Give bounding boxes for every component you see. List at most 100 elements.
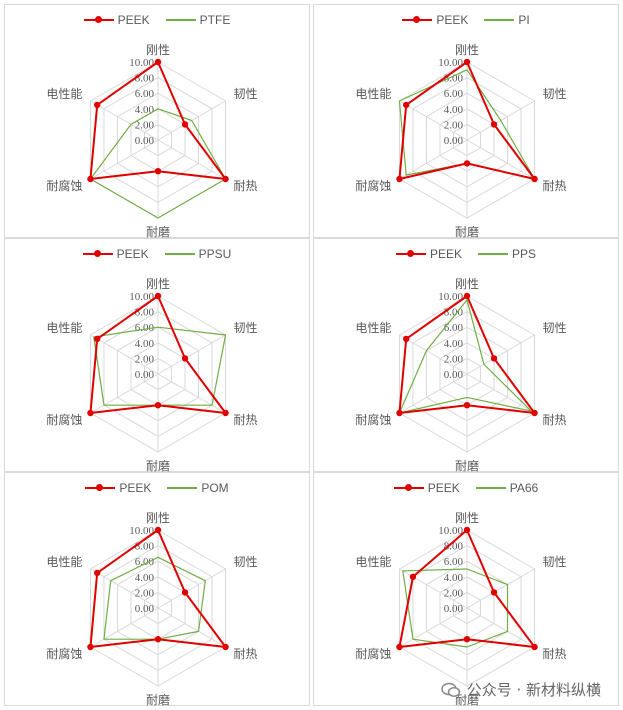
axis-label: 耐腐蚀 — [46, 412, 82, 427]
tick-label: 4.00 — [135, 104, 155, 116]
grid-spoke — [90, 100, 159, 141]
tick-label: 0.00 — [444, 603, 464, 615]
tick-label: 10.00 — [438, 525, 463, 537]
tick-label: 10.00 — [129, 57, 154, 69]
legend: PEEK PTFE — [5, 13, 309, 28]
legend-label: PEEK — [117, 13, 150, 27]
legend: PEEK PI — [314, 13, 618, 28]
data-point — [181, 355, 189, 362]
legend-item: PEEK — [82, 247, 149, 261]
legend-marker — [478, 249, 508, 259]
wechat-icon — [440, 682, 461, 698]
axis-label: 韧性 — [543, 321, 567, 335]
data-point — [531, 409, 538, 417]
tick-label: 4.00 — [444, 104, 464, 116]
data-point — [87, 643, 94, 651]
radar-chart-panel: PEEK PTFE 0.00 2.00 4.00 6.00 8.00 10.00 刚性 韧性 耐热耐… — [4, 4, 310, 239]
radar-chart-panel: PEEK PA66 0.00 2.00 4.00 6.00 8.00 10.00 刚性 韧性 耐热耐… — [313, 472, 619, 707]
axis-label: 电性能 — [46, 321, 82, 335]
data-point — [409, 573, 417, 580]
axis-label: 刚性 — [455, 43, 479, 57]
legend-label: PA66 — [509, 481, 539, 495]
legend-marker — [165, 15, 196, 25]
legend-item: PEEK — [395, 247, 462, 261]
series-line-ptfe — [89, 108, 227, 219]
axis-label: 耐腐蚀 — [46, 646, 82, 661]
axis-label: 耐热 — [234, 413, 258, 427]
data-point — [463, 58, 471, 66]
data-point — [154, 168, 162, 175]
tick-label: 0.00 — [444, 135, 464, 147]
axis-label: 刚性 — [455, 277, 479, 291]
legend-item: PEEK — [85, 481, 151, 495]
axis-label: 耐热 — [543, 413, 567, 427]
axis-label: 耐腐蚀 — [46, 178, 82, 193]
data-point — [87, 175, 94, 183]
axis-label: 刚性 — [146, 43, 170, 57]
radar-chart-panel: PEEK PI 0.00 2.00 4.00 6.00 8.00 10.00 刚性 韧性 耐热 耐磨耐… — [313, 4, 619, 239]
watermark-text: 公众号 · 新材料纵横 — [466, 681, 601, 699]
data-point — [94, 335, 101, 343]
data-point — [94, 569, 101, 577]
axis-label: 耐磨 — [455, 459, 479, 473]
data-point — [531, 175, 538, 183]
legend-label: POM — [201, 481, 229, 495]
legend-item: POM — [167, 481, 229, 495]
tick-label: 6.00 — [444, 556, 464, 568]
legend-label: PTFE — [199, 13, 231, 27]
radar-chart-panel: PEEK PPS 0.00 2.00 4.00 6.00 8.00 10.00 刚性 韧性 耐热 耐磨… — [313, 238, 619, 473]
data-point — [396, 643, 403, 651]
data-point — [181, 589, 189, 596]
axis-label: 刚性 — [455, 511, 479, 525]
axis-label: 耐腐蚀 — [355, 646, 391, 661]
tick-label: 0.00 — [135, 603, 155, 615]
tick-label: 4.00 — [135, 572, 155, 584]
tick-label: 10.00 — [129, 291, 154, 303]
grid-spoke — [90, 139, 159, 180]
legend-label: PEEK — [429, 247, 462, 261]
legend-marker — [82, 249, 113, 259]
axis-label: 耐热 — [234, 647, 258, 661]
axis-label: 电性能 — [355, 321, 391, 335]
axis-label: 韧性 — [234, 87, 258, 101]
legend-item: PA66 — [475, 481, 539, 495]
legend-marker — [164, 249, 195, 259]
data-point — [94, 101, 101, 109]
tick-label: 10.00 — [129, 525, 154, 537]
tick-label: 2.00 — [444, 119, 464, 131]
watermark: 公众号 · 新材料纵横 — [440, 679, 601, 700]
axis-label: 电性能 — [46, 555, 82, 569]
tick-label: 8.00 — [135, 307, 155, 319]
grid-spoke — [399, 139, 468, 180]
legend: PEEK PPSU — [5, 247, 309, 262]
axis-label: 耐磨 — [146, 693, 170, 707]
legend-marker — [85, 483, 116, 493]
grid-spoke — [90, 373, 159, 414]
grid-spoke — [90, 568, 159, 609]
grid-spoke — [157, 607, 226, 648]
legend-item: PTFE — [165, 13, 231, 27]
data-point — [87, 409, 94, 417]
tick-label: 0.00 — [135, 135, 155, 147]
grid-spoke — [399, 607, 468, 648]
radar-chart-panel: PEEK PPSU 0.00 2.00 4.00 6.00 8.00 10.00 刚性 韧性 耐热耐… — [4, 238, 310, 473]
grid-spoke — [90, 607, 159, 648]
grid-spoke — [466, 334, 535, 375]
tick-label: 8.00 — [135, 73, 155, 85]
tick-label: 4.00 — [135, 338, 155, 350]
tick-label: 2.00 — [444, 353, 464, 365]
axis-label: 韧性 — [234, 321, 258, 335]
grid-spoke — [466, 373, 535, 414]
legend-item: PEEK — [402, 13, 468, 27]
axis-label: 电性能 — [46, 87, 82, 101]
data-point — [222, 175, 229, 183]
grid-spoke — [157, 139, 226, 180]
axis-label: 刚性 — [146, 277, 170, 291]
axis-label: 耐磨 — [455, 693, 479, 707]
data-point — [403, 101, 410, 109]
series-line-pps — [398, 299, 532, 414]
grid-spoke — [157, 373, 226, 414]
